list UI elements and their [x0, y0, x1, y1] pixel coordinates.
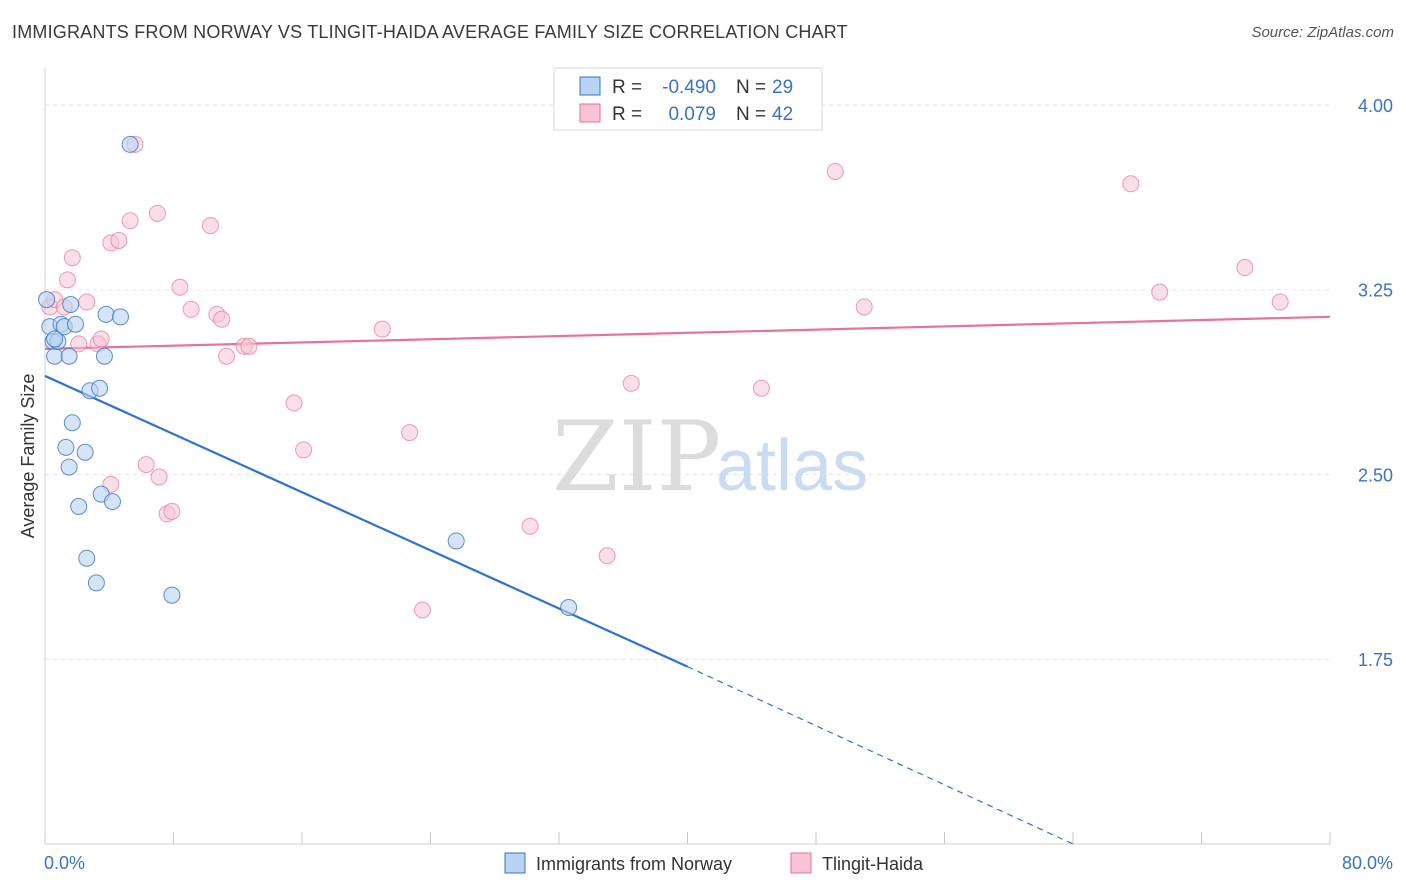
norway-point: [70, 498, 88, 516]
watermark: ZIP atlas: [552, 401, 868, 513]
norway-point: [103, 493, 121, 511]
tlingit-point: [826, 162, 844, 180]
bottom-legend-label-norway: Immigrants from Norway: [536, 854, 732, 874]
norway-point: [67, 315, 85, 333]
y-tick-label: 1.75: [1358, 650, 1393, 670]
norway-trend-extension: [687, 666, 1074, 845]
tlingit-point: [110, 231, 128, 249]
trend-lines: [44, 315, 1331, 845]
norway-point: [60, 458, 78, 476]
norway-point: [560, 599, 578, 617]
tlingit-point: [63, 249, 81, 267]
tlingit-point: [1236, 259, 1254, 277]
tlingit-point: [598, 547, 616, 565]
tlingit-point: [78, 293, 96, 311]
watermark-zip: ZIP: [552, 401, 721, 513]
y-tick-label: 3.25: [1358, 281, 1393, 301]
norway-point: [91, 379, 109, 397]
tlingit-point: [150, 468, 168, 486]
norway-point: [46, 330, 64, 348]
tlingit-point: [182, 300, 200, 318]
tlingit-point: [213, 310, 231, 328]
y-axis-title: Average Family Size: [18, 374, 38, 539]
source-label: Source: ZipAtlas.com: [1251, 24, 1394, 41]
norway-point: [111, 308, 129, 326]
legend-n-value-2: 42: [772, 104, 793, 125]
y-tick-labels: 1.75 2.50 3.25 4.00: [1358, 96, 1393, 670]
tlingit-haida-points: [41, 135, 1289, 619]
tlingit-point: [752, 379, 770, 397]
tlingit-point: [401, 424, 419, 442]
norway-point: [38, 291, 56, 309]
norway-trend-line: [44, 374, 688, 668]
tlingit-point: [171, 278, 189, 296]
norway-point: [163, 586, 181, 604]
tlingit-point: [622, 374, 640, 392]
legend-swatch-norway: [579, 76, 601, 96]
x-tick-label-max: 80.0%: [1342, 853, 1393, 873]
norway-point: [87, 574, 105, 592]
norway-point: [121, 135, 139, 153]
norway-point: [447, 532, 465, 550]
legend-r-value-1: -0.490: [662, 77, 716, 98]
tlingit-point: [295, 441, 313, 459]
tlingit-point: [240, 337, 258, 355]
tlingit-point: [1122, 175, 1140, 193]
tlingit-point: [121, 212, 139, 230]
tlingit-point: [285, 394, 303, 412]
tlingit-point: [413, 601, 431, 619]
norway-point: [97, 305, 115, 323]
x-tick-label-min: 0.0%: [44, 853, 85, 873]
legend-n-value-1: 29: [772, 77, 793, 98]
tlingit-point: [70, 335, 88, 353]
bottom-legend-label-tlingit: Tlingit-Haida: [822, 854, 924, 874]
norway-point: [57, 438, 75, 456]
chart-title: IMMIGRANTS FROM NORWAY VS TLINGIT-HAIDA …: [12, 22, 848, 42]
tlingit-point: [373, 320, 391, 338]
y-tick-label: 2.50: [1358, 465, 1393, 485]
norway-point: [63, 414, 81, 432]
tlingit-point: [92, 330, 110, 348]
tlingit-point: [855, 298, 873, 316]
tlingit-point: [1271, 293, 1289, 311]
x-ticks: [44, 832, 1331, 844]
tlingit-point: [201, 217, 219, 235]
top-legend: R = -0.490 N = 29 R = 0.079 N = 42: [553, 67, 823, 131]
y-tick-label: 4.00: [1358, 96, 1393, 116]
tlingit-point: [218, 347, 236, 365]
norway-point: [46, 347, 64, 365]
bottom-legend: Immigrants from Norway Tlingit-Haida: [504, 852, 924, 874]
legend-r-label-1: R =: [612, 77, 642, 98]
norway-points: [38, 135, 578, 617]
bottom-legend-swatch-norway: [504, 852, 526, 874]
norway-point: [76, 443, 94, 461]
tlingit-point: [58, 271, 76, 289]
legend-n-label-1: N =: [736, 77, 766, 98]
tlingit-point: [137, 456, 155, 474]
tlingit-point: [521, 517, 539, 535]
watermark-atlas: atlas: [716, 426, 868, 506]
bottom-legend-swatch-tlingit: [790, 852, 812, 874]
legend-n-label-2: N =: [736, 104, 766, 125]
tlingit-point: [1151, 283, 1169, 301]
legend-r-value-2: 0.079: [668, 104, 716, 125]
tlingit-trend-line: [44, 315, 1331, 350]
norway-point: [95, 347, 113, 365]
legend-r-label-2: R =: [612, 104, 642, 125]
legend-swatch-tlingit: [579, 103, 601, 123]
norway-point: [62, 295, 80, 313]
tlingit-point: [163, 502, 181, 520]
norway-point: [60, 347, 78, 365]
tlingit-point: [148, 204, 166, 222]
norway-point: [78, 549, 96, 567]
